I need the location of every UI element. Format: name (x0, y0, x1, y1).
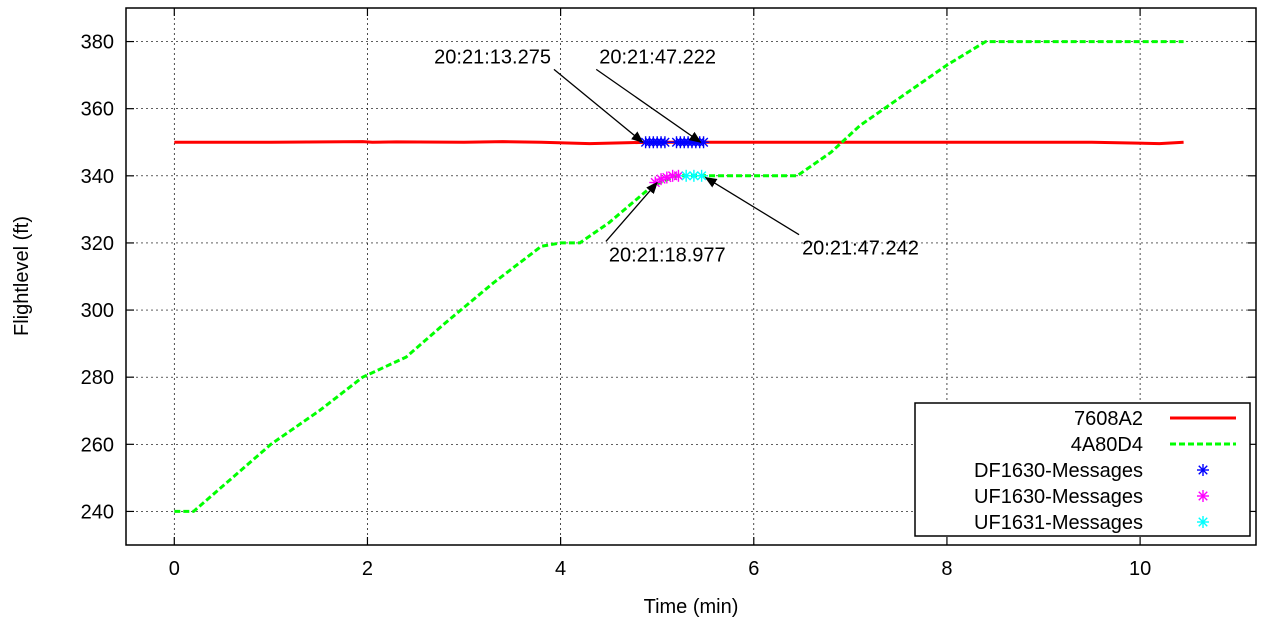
y-tick-label: 380 (81, 32, 114, 54)
series-line-7608A2 (174, 140, 1184, 146)
annotation-arrow (553, 68, 644, 143)
point-UF1631-Messages (687, 169, 700, 182)
y-tick-label: 320 (81, 233, 114, 255)
legend-sample-UF1630-Messages (1197, 490, 1209, 502)
y-tick-label: 240 (81, 501, 114, 523)
y-axis-label: Flightlevel (ft) (11, 216, 33, 336)
point-DF1630-Messages (697, 136, 710, 149)
annotation-label: 20:21:18.977 (609, 244, 726, 266)
x-axis-label: Time (min) (644, 596, 739, 618)
annotation-label: 20:21:13.275 (434, 46, 551, 68)
x-tick-label: 10 (1129, 558, 1151, 580)
legend-label: UF1631-Messages (974, 512, 1143, 534)
x-tick-label: 8 (941, 558, 952, 580)
y-tick-label: 300 (81, 300, 114, 322)
legend-label: DF1630-Messages (974, 460, 1143, 482)
annotation-arrow (605, 181, 658, 242)
x-tick-label: 0 (169, 558, 180, 580)
legend-label: UF1630-Messages (974, 486, 1143, 508)
plot-frame (125, 7, 1257, 546)
legend: 7608A2 4A80D4 DF1630-Messages UF1630-Messag… (914, 402, 1251, 537)
y-tick-label: 340 (81, 166, 114, 188)
annotation-label: 20:21:47.242 (802, 238, 919, 260)
plot-series (174, 40, 1184, 513)
y-tick-label: 360 (81, 99, 114, 121)
legend-sample-UF1631-Messages (1197, 516, 1209, 528)
annotation-arrow (595, 68, 702, 143)
point-DF1630-Messages (658, 136, 671, 149)
annotation-arrow (704, 176, 800, 236)
annotations: 20:21:13.275 20:21:47.222 20:21:18.977 20:2… (434, 46, 919, 266)
axis-ticks: 0 2 4 6 8 10 240 260 280 300 320 340 360 380 (81, 8, 1256, 580)
legend-label: 4A80D4 (1071, 434, 1143, 456)
y-tick-label: 280 (81, 367, 114, 389)
legend-sample-DF1630-Messages (1197, 464, 1209, 476)
legend-label: 7608A2 (1074, 408, 1143, 430)
x-tick-label: 4 (555, 558, 566, 580)
series-line-4A80D4 (174, 40, 1184, 513)
x-tick-label: 2 (362, 558, 373, 580)
x-tick-label: 6 (748, 558, 759, 580)
legend-box (914, 402, 1251, 537)
annotation-label: 20:21:47.222 (599, 46, 716, 68)
point-UF1631-Messages (695, 169, 708, 182)
y-tick-label: 260 (81, 434, 114, 456)
